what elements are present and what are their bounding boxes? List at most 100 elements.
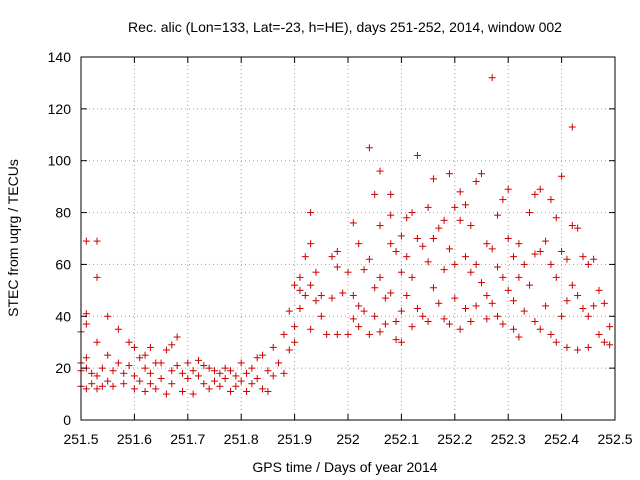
data-point: [136, 377, 144, 385]
data-point: [445, 170, 453, 178]
data-point: [499, 196, 507, 204]
y-tick-label: 80: [55, 205, 71, 221]
data-point: [515, 240, 523, 248]
data-point: [488, 74, 496, 82]
data-point: [488, 299, 496, 307]
data-point: [429, 284, 437, 292]
data-point: [504, 185, 512, 193]
data-point: [194, 356, 202, 364]
data-point: [88, 369, 96, 377]
data-point: [408, 209, 416, 217]
data-point: [392, 317, 400, 325]
data-point: [568, 281, 576, 289]
data-point: [600, 299, 608, 307]
data-point: [243, 387, 251, 395]
data-point: [355, 240, 363, 248]
data-point: [232, 372, 240, 380]
data-point: [168, 380, 176, 388]
data-point: [211, 377, 218, 385]
data-point: [253, 375, 261, 383]
data-point: [355, 302, 363, 310]
data-point: [526, 209, 534, 217]
data-point: [413, 152, 421, 160]
data-point: [146, 369, 154, 377]
data-point: [162, 390, 170, 398]
data-point: [125, 338, 133, 346]
data-point: [552, 273, 560, 281]
data-point: [504, 286, 512, 294]
data-point: [510, 253, 518, 261]
data-point: [542, 302, 550, 310]
data-point: [291, 281, 299, 289]
data-point: [221, 375, 229, 383]
data-point: [440, 266, 448, 274]
data-point: [456, 216, 464, 224]
data-point: [488, 245, 496, 253]
data-point: [590, 255, 598, 263]
data-point: [227, 367, 235, 375]
data-point: [259, 351, 267, 359]
data-point: [397, 232, 405, 240]
y-tick-label: 60: [55, 256, 71, 272]
data-point: [584, 312, 592, 320]
data-point: [536, 325, 544, 333]
data-point: [317, 312, 325, 320]
data-point: [264, 387, 272, 395]
data-point: [301, 253, 309, 261]
data-point: [312, 297, 320, 305]
data-point: [259, 385, 267, 393]
chart-title: Rec. alic (Lon=133, Lat=-23, h=HE), days…: [128, 19, 562, 35]
grid: [81, 57, 615, 420]
x-tick-label: 251.6: [117, 431, 152, 447]
data-point: [376, 328, 384, 336]
data-point: [291, 323, 299, 331]
data-point: [483, 315, 491, 323]
data-point: [600, 338, 608, 346]
y-tick-label: 100: [48, 153, 72, 169]
data-point: [178, 387, 186, 395]
data-point: [269, 372, 277, 380]
data-point: [424, 203, 432, 211]
data-point: [371, 284, 379, 292]
data-point: [392, 336, 400, 344]
data-point: [478, 170, 485, 178]
data-point: [371, 190, 379, 198]
data-point: [397, 307, 405, 315]
data-point: [531, 250, 539, 258]
x-tick-label: 251.9: [277, 431, 312, 447]
data-point: [82, 320, 90, 328]
data-point: [494, 263, 502, 271]
data-point: [125, 362, 133, 370]
data-point: [264, 367, 272, 375]
data-point: [232, 382, 240, 390]
data-point: [307, 240, 315, 248]
data-point: [109, 367, 117, 375]
data-point: [376, 222, 384, 230]
data-point: [387, 289, 395, 297]
data-point: [291, 338, 299, 346]
data-point: [136, 354, 144, 362]
data-point: [93, 338, 101, 346]
data-point: [189, 390, 197, 398]
data-point: [248, 380, 256, 388]
data-point: [152, 385, 160, 393]
data-point: [211, 367, 218, 375]
data-point: [574, 224, 582, 232]
data-point: [82, 237, 90, 245]
data-point: [301, 292, 309, 300]
data-point: [499, 273, 507, 281]
x-tick-label: 252.5: [597, 431, 632, 447]
data-point: [445, 245, 453, 253]
y-tick-label: 20: [55, 360, 71, 376]
data-point: [408, 323, 416, 331]
data-point: [280, 369, 288, 377]
data-point: [307, 281, 315, 289]
data-point: [429, 175, 437, 183]
data-point: [526, 281, 534, 289]
data-point: [109, 382, 117, 390]
data-point: [595, 286, 603, 294]
data-point: [520, 307, 528, 315]
data-point: [461, 253, 469, 261]
data-point: [141, 364, 149, 372]
data-point: [371, 312, 379, 320]
